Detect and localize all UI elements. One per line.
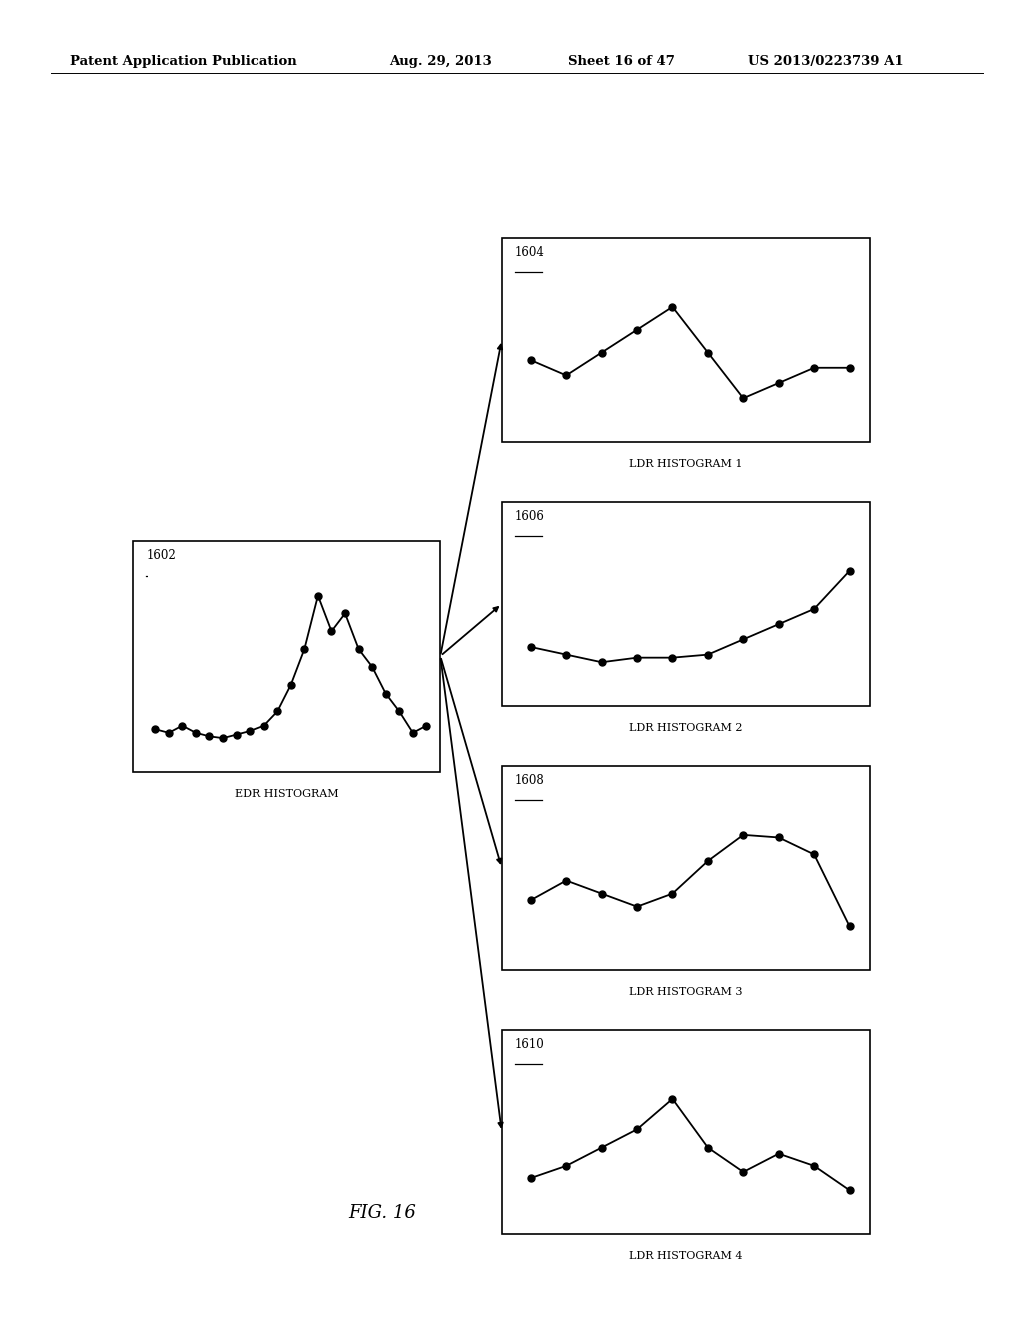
Point: [404, 722, 421, 743]
Point: [806, 1155, 822, 1176]
Text: FIG. 16: FIG. 16: [348, 1204, 416, 1222]
Point: [350, 639, 367, 660]
Point: [665, 647, 681, 668]
Point: [558, 644, 574, 665]
Text: LDR HISTOGRAM 1: LDR HISTOGRAM 1: [630, 459, 742, 470]
Point: [770, 1143, 786, 1164]
Point: [699, 342, 716, 363]
Point: [364, 656, 380, 677]
Point: [228, 723, 245, 744]
Point: [735, 824, 752, 845]
Point: [735, 1162, 752, 1183]
Point: [665, 296, 681, 317]
Point: [594, 1137, 610, 1158]
Point: [806, 843, 822, 865]
Text: Aug. 29, 2013: Aug. 29, 2013: [389, 55, 492, 69]
Point: [558, 870, 574, 891]
Text: 1610: 1610: [515, 1038, 545, 1051]
Point: [806, 598, 822, 619]
Point: [770, 372, 786, 393]
Point: [629, 1119, 645, 1140]
Text: Sheet 16 of 47: Sheet 16 of 47: [568, 55, 675, 69]
Point: [842, 916, 858, 937]
Point: [174, 715, 190, 737]
Point: [522, 1167, 539, 1188]
Point: [283, 675, 299, 696]
Text: Patent Application Publication: Patent Application Publication: [70, 55, 296, 69]
Point: [735, 388, 752, 409]
Point: [735, 628, 752, 649]
Text: 1606: 1606: [515, 510, 545, 523]
Text: 1604: 1604: [515, 246, 545, 259]
Bar: [502, 766, 870, 970]
Point: [522, 890, 539, 911]
Point: [215, 727, 231, 748]
Point: [202, 726, 218, 747]
Point: [665, 1088, 681, 1109]
Text: 1602: 1602: [146, 549, 176, 562]
Point: [699, 1137, 716, 1158]
Point: [594, 342, 610, 363]
Point: [594, 883, 610, 904]
Point: [147, 718, 164, 739]
Point: [699, 644, 716, 665]
Point: [522, 636, 539, 657]
Point: [629, 896, 645, 917]
Point: [806, 358, 822, 379]
Point: [558, 1155, 574, 1176]
Text: LDR HISTOGRAM 2: LDR HISTOGRAM 2: [630, 723, 742, 734]
Point: [309, 585, 326, 606]
Point: [296, 639, 312, 660]
Point: [418, 715, 434, 737]
Point: [594, 652, 610, 673]
Text: 1608: 1608: [515, 774, 545, 787]
Point: [842, 1180, 858, 1201]
Point: [324, 620, 340, 642]
Point: [770, 614, 786, 635]
Point: [391, 701, 408, 722]
Bar: [502, 1030, 870, 1234]
Point: [629, 319, 645, 341]
Text: LDR HISTOGRAM 4: LDR HISTOGRAM 4: [630, 1251, 742, 1262]
Point: [242, 721, 258, 742]
Point: [337, 603, 353, 624]
Point: [842, 560, 858, 581]
Point: [378, 682, 394, 704]
Point: [187, 722, 204, 743]
Point: [558, 364, 574, 385]
Text: LDR HISTOGRAM 3: LDR HISTOGRAM 3: [630, 987, 742, 998]
Point: [665, 883, 681, 904]
Point: [770, 826, 786, 847]
Point: [842, 358, 858, 379]
Text: US 2013/0223739 A1: US 2013/0223739 A1: [748, 55, 903, 69]
Point: [269, 701, 286, 722]
Bar: [502, 502, 870, 706]
Bar: [133, 541, 440, 772]
Text: EDR HISTOGRAM: EDR HISTOGRAM: [234, 789, 339, 800]
Bar: [502, 238, 870, 442]
Point: [699, 850, 716, 871]
Point: [256, 715, 272, 737]
Point: [161, 722, 177, 743]
Point: [629, 647, 645, 668]
Point: [522, 350, 539, 371]
